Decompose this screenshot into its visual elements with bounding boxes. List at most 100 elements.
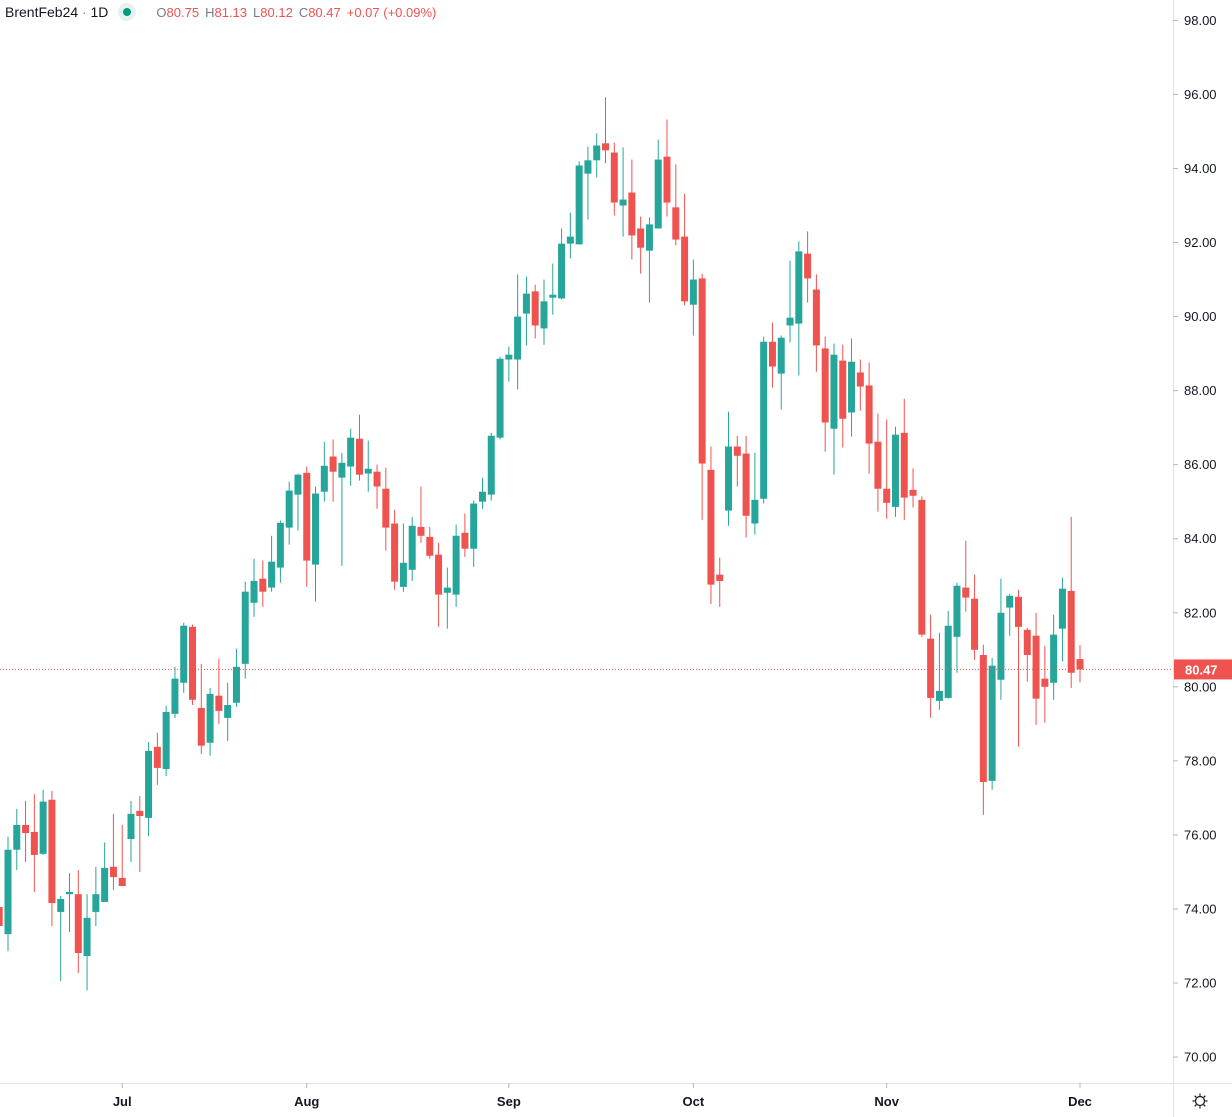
price-tick-label: 74.00: [1184, 901, 1217, 916]
candle: [927, 614, 935, 718]
close-label: C: [298, 4, 309, 20]
candle: [294, 473, 302, 531]
candle-body: [566, 236, 574, 244]
candle: [637, 216, 645, 274]
high-label: H: [205, 4, 215, 20]
candle-body: [382, 488, 390, 528]
candle-body: [39, 801, 47, 854]
candle-body: [804, 253, 812, 279]
candle-body: [830, 354, 838, 429]
candle: [856, 359, 864, 411]
candle-body: [22, 824, 30, 834]
candle-body: [4, 849, 12, 935]
candle-body: [57, 898, 65, 912]
candle-body: [971, 598, 979, 650]
candle-body: [303, 472, 311, 561]
candle-body: [602, 143, 610, 151]
candle: [1050, 614, 1058, 700]
candle-body: [259, 578, 267, 592]
candle-body: [171, 678, 179, 714]
candle-body: [399, 562, 407, 587]
candle: [1014, 589, 1022, 747]
candle: [470, 500, 478, 567]
interval-label[interactable]: 1D: [90, 4, 109, 20]
candle: [487, 432, 495, 501]
candle-body: [435, 554, 443, 595]
candle-body: [848, 361, 856, 413]
candle: [830, 343, 838, 475]
candle: [549, 263, 557, 315]
price-tick-label: 96.00: [1184, 87, 1217, 102]
close-value: 80.47: [308, 4, 341, 20]
candle: [566, 212, 574, 259]
candle-body: [777, 337, 785, 374]
price-tick-label: 98.00: [1184, 13, 1217, 28]
candle-body: [127, 813, 135, 840]
candle-body: [760, 341, 768, 499]
candle: [153, 732, 161, 785]
candle-body: [514, 316, 522, 360]
candle-body: [189, 626, 197, 700]
candle-body: [944, 625, 952, 698]
candle: [751, 452, 759, 535]
candle: [689, 259, 697, 336]
candle: [1006, 593, 1014, 636]
candle: [408, 516, 416, 581]
price-tick-label: 94.00: [1184, 161, 1217, 176]
candle-body: [109, 866, 117, 878]
candle-body: [549, 294, 557, 298]
candle: [399, 523, 407, 592]
time-axis[interactable]: Jul Aug Sep Oct Nov Dec: [113, 1083, 1092, 1109]
candle: [39, 789, 47, 855]
candle-body: [145, 750, 153, 818]
candle-body: [540, 301, 548, 329]
candle: [979, 644, 987, 815]
candle: [540, 279, 548, 345]
candle: [663, 119, 671, 217]
candle-body: [821, 348, 829, 423]
candle: [145, 741, 153, 837]
symbol-name[interactable]: BrentFeb24: [5, 4, 79, 20]
candle-body: [1032, 635, 1040, 699]
candle: [197, 663, 205, 754]
price-tick-label: 88.00: [1184, 383, 1217, 398]
candle: [426, 526, 434, 559]
candle: [786, 260, 794, 343]
candle-body: [294, 474, 302, 495]
candle: [83, 894, 91, 991]
candle-body: [891, 434, 899, 507]
candle-body: [733, 446, 741, 456]
candle: [900, 398, 908, 520]
candle: [320, 441, 328, 502]
candle: [575, 161, 583, 245]
candle: [329, 439, 337, 502]
candle: [610, 142, 618, 216]
candle-body: [206, 693, 214, 743]
price-axis[interactable]: 70.00 72.00 74.00 76.00 78.00 80.00 82.00 84.00…: [1173, 13, 1217, 1065]
candle-body: [698, 278, 706, 464]
candle: [935, 632, 943, 710]
candle-body: [118, 877, 126, 887]
candle-body: [83, 917, 91, 957]
gear-icon[interactable]: [1191, 1092, 1209, 1110]
candle-body: [487, 435, 495, 495]
candle-body: [962, 587, 970, 598]
candle: [848, 338, 856, 437]
candle-body: [909, 489, 917, 496]
price-tick-label: 90.00: [1184, 309, 1217, 324]
candle-body: [215, 695, 223, 711]
candle: [312, 486, 320, 602]
candle: [355, 414, 363, 481]
candle: [997, 578, 1005, 700]
candle-body: [979, 654, 987, 782]
candle: [514, 274, 522, 390]
candle-body: [347, 437, 355, 467]
candle: [812, 274, 820, 372]
candle: [268, 535, 276, 592]
open-value: 80.75: [166, 4, 200, 20]
candle-body: [74, 894, 82, 954]
candle-body: [935, 690, 943, 701]
candle-body: [65, 891, 73, 895]
candle-body: [355, 438, 363, 475]
